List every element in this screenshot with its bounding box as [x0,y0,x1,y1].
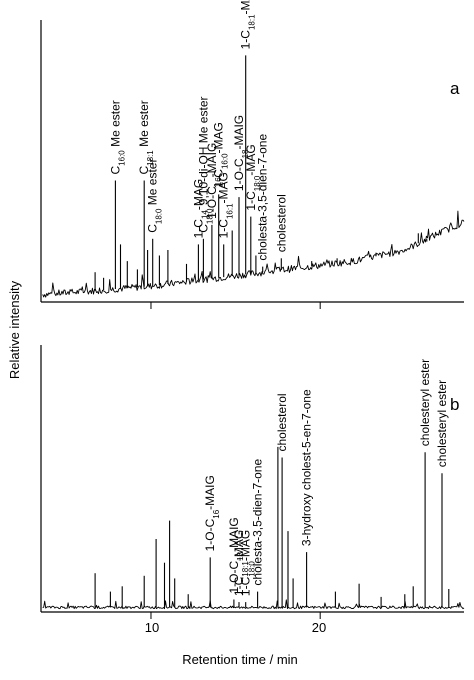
panel-a-peak-label-11: cholesta-3,5-dien-7-one [256,134,270,261]
x-tick-label-10: 10 [145,620,159,635]
panel-label-a: a [450,79,460,98]
panel-b-peak-label-6: 3-hydroxy cholest-5-en-7-one [300,389,314,546]
panel-a-peak-label-10: 1-C18:0-MAG [244,144,261,210]
panel-a-peak-label-1: C18:1 Me ester [137,100,155,174]
panel-b-peak-label-8: cholesteryl ester [435,380,449,467]
panel-a-peak-label-9: 1-C18:1-MAG [239,0,257,49]
panel-b-baseline-trace [42,599,465,610]
panel-b-peak-label-5: cholesterol [275,393,289,451]
x-tick-label-20: 20 [312,620,326,635]
panel-a-peak-label-12: cholesterol [274,194,288,252]
panel-a-plot [42,55,465,298]
panel-a-peak-label-7: 1-C16:1-MAG [217,172,235,238]
panel-a-peak-label-2: C18:0 Me ester [146,159,164,233]
x-axis-ticks [150,302,321,619]
panel-a-peak-label-0: C16:0 Me ester [108,100,126,174]
panel-b-peak-labels: 1-O-C16-MAIG 1-O-C18-MAIG1-C18:1-MAG1-C18… [203,359,449,596]
panel-a-peak-label-3: 1-C14-MAG [191,179,209,239]
panel-a-peak-label-4: C18:0 9,10-di-OH Me ester [196,97,214,233]
panel-b-peak-label-3: 1-C18:0-MAG [239,530,257,596]
panel-label-b: b [450,395,459,414]
panel-b-peak-label-7: cholesteryl ester [418,359,432,446]
panel-a-peak-label-6: 1-C16:0-MAG [212,122,230,188]
panel-b-peak-label-2: 1-C18:1-MAG [232,530,250,596]
y-axis-title: Relative intensity [7,280,22,379]
x-axis-title: Retention time / min [182,652,298,667]
panel-b-plot [42,446,465,610]
panel-b-peak-label-4: cholesta-3,5-dien-7-one [251,459,265,586]
panel-b-peak-label-0: 1-O-C16-MAIG [203,475,221,551]
panel-a-baseline-trace [42,210,465,298]
panel-a-peak-label-8: 1-O-C18-MAIG [232,115,250,191]
panel-a-peak-label-5: 1-O-C16-MAIG [205,143,223,219]
panel-b-peak-label-1: 1-O-C18-MAIG [227,517,245,593]
